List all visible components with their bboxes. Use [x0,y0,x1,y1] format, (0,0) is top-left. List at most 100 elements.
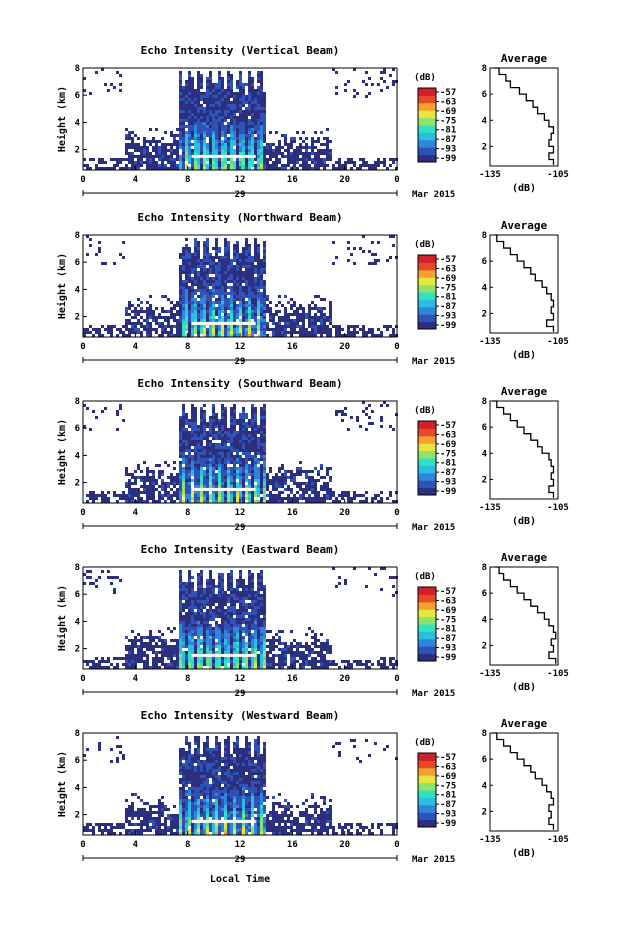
colorbar-tick-label: -81 [440,293,456,303]
colorbar-tick-label: -93 [440,810,456,820]
profile-line [492,400,555,498]
y-tick-label: 8 [75,729,80,739]
profile-y-tick-label: 2 [482,309,487,319]
x-tick-label: 12 [235,342,246,352]
y-tick-label: 4 [75,617,81,627]
heatmap-cells [83,401,398,503]
y-tick-label: 6 [75,91,80,101]
profile-x-label: (dB) [512,350,536,361]
bright-band [191,653,256,657]
colorbar-segment [418,262,436,271]
colorbar-segment [418,767,436,776]
x-tick-label: 20 [339,840,350,850]
profile-frame [489,67,559,167]
x-tick-label: 0 [80,508,85,518]
colorbar-segment [418,95,436,104]
profile-y-tick-label: 4 [482,781,488,791]
chart-title: Echo Intensity (Southward Beam) [137,377,342,390]
profile-frame [489,234,559,334]
x-tick-label: 20 [339,342,350,352]
x-tick-label: 8 [185,840,190,850]
profile-x-label: (dB) [512,682,536,693]
colorbar-tick-label: -75 [440,781,456,791]
y-tick-label: 4 [75,783,81,793]
y-tick-label: 4 [75,451,81,461]
colorbar-tick-label: -99 [440,321,456,331]
colorbar-frame [417,87,437,163]
colorbar-segment [418,132,436,141]
profile-x-tick-label: -135 [479,170,501,180]
date-month-label: Mar 2015 [412,523,455,533]
colorbar-segment [418,631,436,640]
profile-y-tick-label: 4 [482,615,488,625]
x-tick-label: 12 [235,674,246,684]
x-tick-label: 4 [133,840,139,850]
colorbar-tick-label: -81 [440,459,456,469]
colorbar-segment [418,110,436,119]
x-tick-label: 0 [80,342,85,352]
x-tick-label: 4 [133,175,139,185]
profile-line [494,566,557,664]
profile-frame [489,566,559,666]
y-tick-label: 2 [75,146,80,156]
colorbar-tick-label: -63 [440,430,456,440]
profile-x-label: (dB) [512,183,536,194]
profile-y-tick-label: 8 [482,231,487,241]
profile-x-tick-label: -135 [479,503,501,513]
profile-y-tick-label: 2 [482,475,487,485]
colorbar-segment [418,88,436,96]
x-tick-label: 0 [394,508,399,518]
colorbar-tick-label: -81 [440,625,456,635]
colorbar-segment [418,277,436,286]
profile-y-tick-label: 4 [482,449,488,459]
colorbar-tick-label: -69 [440,274,456,284]
x-tick-label: 0 [394,674,399,684]
colorbar-segment [418,609,436,618]
colorbar-tick-label: -69 [440,107,456,117]
colorbar-tick-label: -93 [440,312,456,322]
profile-y-tick-label: 8 [482,563,487,573]
colorbar-segment [418,435,436,444]
x-tick-label: 12 [235,175,246,185]
colorbar-segment [418,760,436,769]
colorbar-tick-label: -99 [440,487,456,497]
colorbar-segment [418,292,436,300]
date-day-label: 29 [235,689,246,699]
x-tick-label: 16 [287,342,298,352]
colorbar-segment [418,790,436,798]
colorbar-segment [418,804,436,813]
x-tick-label: 0 [80,674,85,684]
colorbar-tick-label: -81 [440,791,456,801]
colorbar-segment [418,458,436,466]
colorbar-tick-label: -93 [440,644,456,654]
colorbar-segment [418,314,436,323]
y-tick-label: 8 [75,64,80,74]
colorbar-tick-label: -63 [440,97,456,107]
colorbar-segment [418,638,436,647]
profile-x-tick-label: -135 [479,669,501,679]
y-tick-label: 2 [75,645,80,655]
colorbar-segment [418,775,436,784]
colorbar-tick-label: -57 [440,421,456,431]
colorbar-tick-label: -75 [440,449,456,459]
colorbar-segment [418,624,436,632]
colorbar-segment [418,601,436,610]
y-tick-label: 8 [75,397,80,407]
profile-x-tick-label: -135 [479,835,501,845]
profile-x-tick-label: -105 [547,503,569,513]
profile-x-label: (dB) [512,848,536,859]
colorbar-segment [418,306,436,315]
chart-title: Echo Intensity (Northward Beam) [137,211,342,224]
chart-title: Echo Intensity (Westward Beam) [141,709,340,722]
profile-x-tick-label: -105 [547,835,569,845]
x-tick-label: 16 [287,674,298,684]
date-day-label: 29 [235,855,246,865]
profile-title: Average [501,717,548,730]
panel-1 [82,234,559,363]
colorbar-tick-label: -99 [440,653,456,663]
colorbar-tick-label: -57 [440,255,456,265]
colorbar-segment [418,255,436,263]
x-tick-label: 4 [133,342,139,352]
y-axis-label: Height (km) [56,751,68,817]
colorbar-segment [418,653,436,662]
